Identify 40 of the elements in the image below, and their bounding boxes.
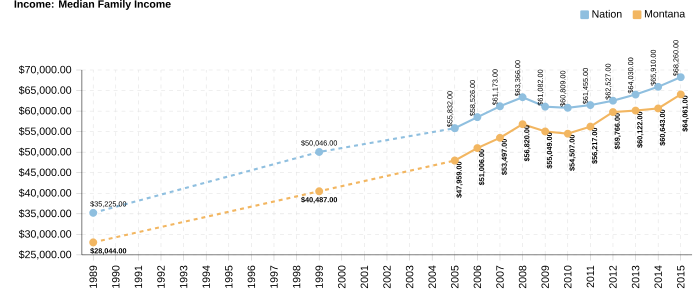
y-tick-label: $60,000.00 [18,106,72,116]
y-tick-label: $70,000.00 [18,66,72,75]
x-tick-label: 1993 [180,266,188,288]
x-tick-label: 2009 [541,266,549,288]
x-tick-label: 2015 [677,266,685,288]
y-tick-label: $40,000.00 [18,188,72,198]
x-tick-label: 2014 [654,266,662,288]
x-tick-label: 1991 [134,266,142,288]
legend-label: Montana [644,10,686,18]
x-tick-label: 2006 [474,266,482,288]
x-tick-label: 2012 [609,266,617,288]
x-tick-label: 2002 [383,266,391,288]
x-tick-label: 2004 [428,266,436,288]
x-tick-label: 2007 [496,266,504,288]
x-tick-label: 2008 [518,266,526,288]
x-tick-label: 1995 [225,266,233,288]
chart-title: Income: Median Family Income [14,0,171,10]
legend-label: Nation [592,10,622,18]
y-tick-label: $30,000.00 [18,230,72,240]
x-tick-label: 1999 [315,266,323,288]
y-tick-label: $45,000.00 [18,168,72,178]
x-tick-label: 1998 [292,266,300,288]
x-tick-label: 1996 [248,266,256,288]
x-tick-label: 1989 [89,266,97,288]
y-tick-label: $65,000.00 [18,86,72,96]
x-tick-label: 2011 [586,266,594,288]
x-tick-label: 2000 [338,266,346,288]
y-tick-label: $55,000.00 [18,127,72,136]
x-tick-label: 1994 [202,266,210,288]
x-tick-label: 2001 [360,266,368,288]
x-tick-label: 1990 [112,266,120,288]
x-tick-label: 2005 [451,266,459,288]
x-tick-label: 2013 [632,266,640,288]
y-tick-label: $35,000.00 [18,209,72,218]
y-tick-label: $50,000.00 [18,148,72,157]
x-tick-label: 1997 [270,266,278,288]
y-tick-label: $25,000.00 [18,250,72,260]
x-tick-label: 2010 [564,266,572,288]
x-tick-label: 1992 [157,266,165,288]
x-tick-label: 2003 [406,266,414,288]
